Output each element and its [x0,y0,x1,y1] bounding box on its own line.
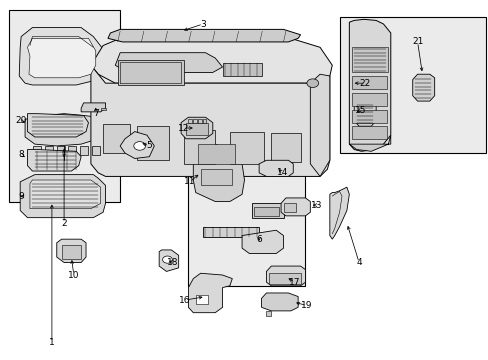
Bar [103,125,130,153]
Text: 4: 4 [356,258,361,267]
Text: 5: 5 [146,141,152,150]
Polygon shape [27,114,88,137]
Polygon shape [101,108,105,110]
Polygon shape [181,117,212,139]
Polygon shape [57,239,86,262]
Bar [61,244,81,259]
Polygon shape [188,273,232,313]
Polygon shape [30,180,101,209]
Polygon shape [27,149,81,171]
Polygon shape [68,146,76,155]
Bar [198,144,234,164]
Polygon shape [108,30,300,42]
Text: 8: 8 [18,150,24,159]
Polygon shape [348,135,390,151]
Bar [200,169,232,185]
Text: 22: 22 [359,79,370,88]
Polygon shape [198,119,201,123]
Bar [254,207,278,216]
Polygon shape [412,74,434,101]
Text: 19: 19 [301,301,312,310]
Polygon shape [310,74,329,176]
Bar [339,17,485,153]
Text: 16: 16 [179,296,190,305]
Bar [283,203,295,212]
Bar [203,226,259,237]
Bar [137,126,168,160]
Polygon shape [159,250,178,271]
Bar [185,123,207,135]
Polygon shape [329,187,348,239]
Polygon shape [188,119,191,123]
Bar [351,110,386,123]
Polygon shape [20,175,105,218]
Circle shape [162,256,172,263]
Polygon shape [351,47,387,72]
Text: 6: 6 [256,235,262,244]
Bar [222,63,261,76]
Circle shape [306,79,318,87]
Bar [183,130,215,164]
Bar [251,203,283,218]
Circle shape [134,141,145,150]
Bar [268,273,300,284]
Polygon shape [353,99,375,126]
Polygon shape [193,137,244,202]
Polygon shape [25,114,105,146]
Text: 9: 9 [18,192,24,201]
Bar [9,10,120,202]
Bar [351,76,386,89]
Polygon shape [33,146,41,155]
Text: 3: 3 [200,19,205,28]
Bar [118,60,183,85]
Polygon shape [193,119,196,123]
Bar [271,134,300,162]
Bar [188,132,305,286]
Polygon shape [120,132,154,158]
Polygon shape [266,266,305,286]
Polygon shape [91,65,329,176]
Bar [351,126,386,139]
Text: 17: 17 [288,278,300,287]
Text: 2: 2 [61,219,67,228]
Text: 12: 12 [178,123,189,132]
Polygon shape [281,198,310,216]
Polygon shape [266,311,271,316]
Polygon shape [91,39,331,83]
Text: 7: 7 [93,109,99,118]
Polygon shape [259,160,293,176]
Polygon shape [19,28,103,85]
Polygon shape [57,146,64,155]
Polygon shape [203,119,206,123]
Polygon shape [81,103,105,112]
Bar [351,93,386,107]
Text: 15: 15 [354,105,366,114]
Text: 11: 11 [184,177,195,186]
Text: 21: 21 [411,37,423,46]
Text: 20: 20 [16,116,27,125]
Bar [195,295,207,304]
Polygon shape [80,146,88,155]
Polygon shape [348,19,390,151]
Text: 13: 13 [310,201,322,210]
Polygon shape [45,146,53,155]
Polygon shape [242,230,283,253]
Polygon shape [27,39,96,78]
Polygon shape [92,146,100,155]
Text: 1: 1 [49,338,55,347]
Text: 18: 18 [167,258,178,267]
Text: 14: 14 [276,168,287,177]
Polygon shape [115,53,222,72]
Polygon shape [261,293,298,311]
Bar [229,132,264,164]
Text: 10: 10 [68,270,80,279]
